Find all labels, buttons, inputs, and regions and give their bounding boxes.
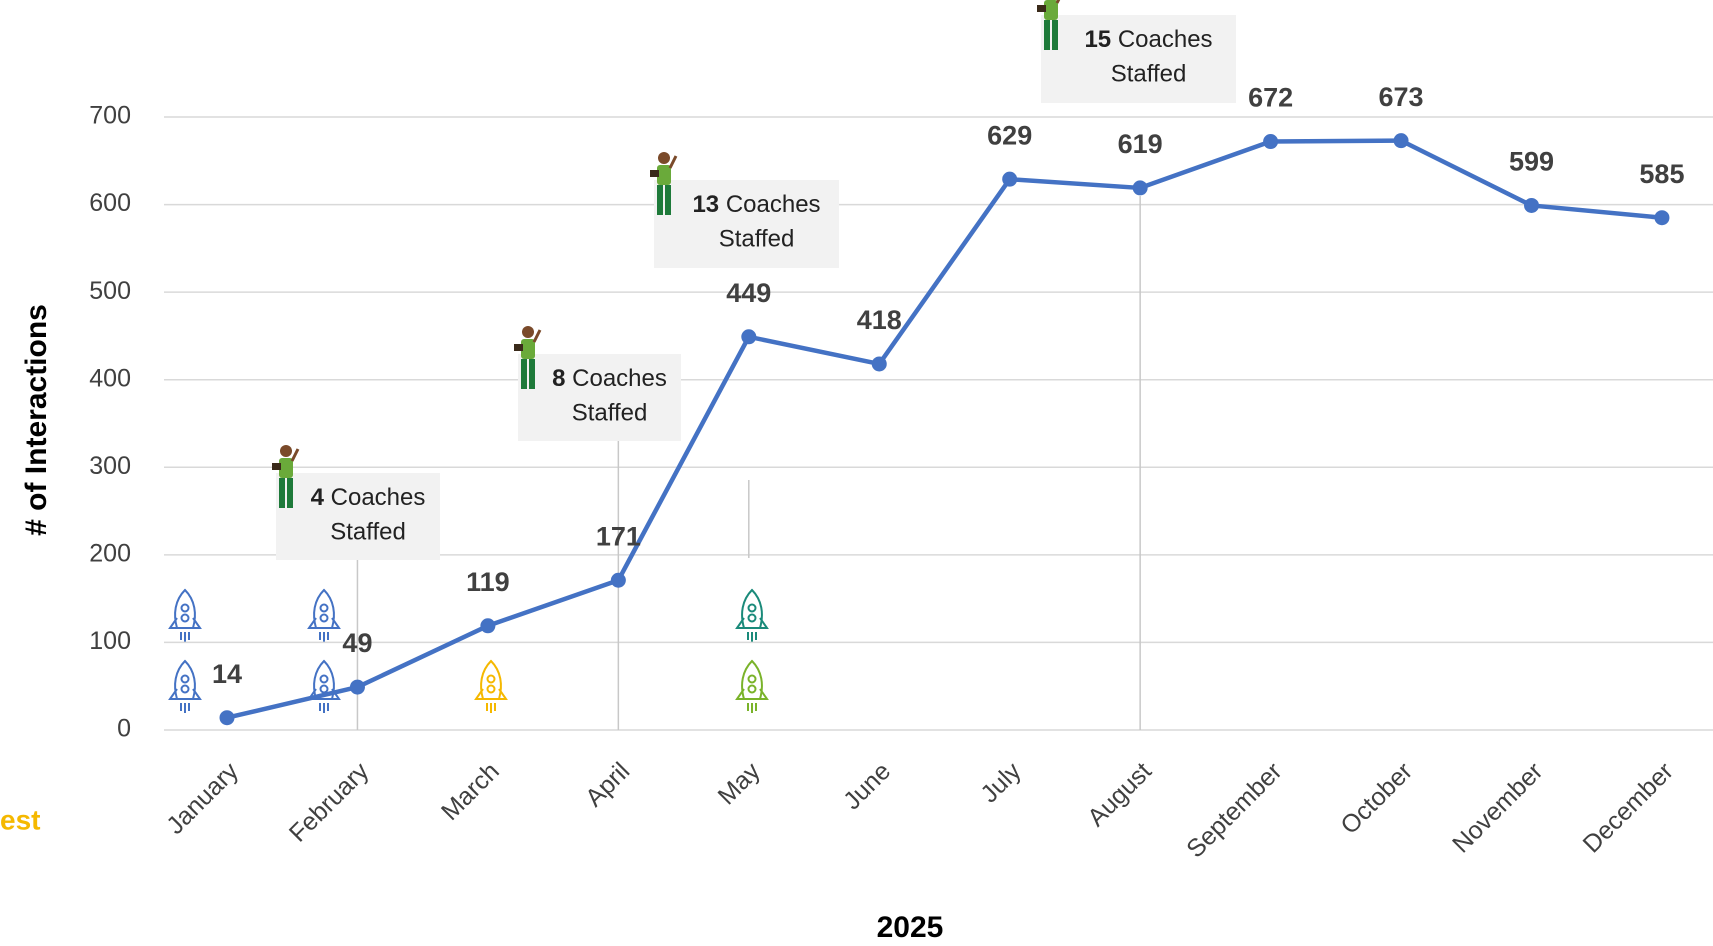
y-tick-label: 500 xyxy=(89,277,131,305)
x-tick-label: December xyxy=(1578,757,1679,858)
data-label: 49 xyxy=(342,628,372,658)
data-point xyxy=(1394,133,1409,148)
rockets xyxy=(170,590,767,713)
data-label: 418 xyxy=(857,305,902,335)
annotation-count: 8 xyxy=(552,365,565,392)
annotation-line: 8 Coaches xyxy=(552,365,667,392)
legend-fragment: est xyxy=(0,804,40,835)
annotation-text: Staffed xyxy=(1111,60,1187,87)
data-label: 619 xyxy=(1118,129,1163,159)
x-axis-title: 2025 xyxy=(877,911,944,944)
y-tick-label: 300 xyxy=(89,452,131,480)
data-point xyxy=(1263,134,1278,149)
data-label: 673 xyxy=(1379,82,1424,112)
data-label: 14 xyxy=(212,659,242,689)
y-tick-label: 600 xyxy=(89,189,131,217)
data-point xyxy=(1654,210,1669,225)
x-tick-label: April xyxy=(580,757,635,812)
data-point xyxy=(741,329,756,344)
annotation-text: Staffed xyxy=(719,225,795,252)
x-tick-label: July xyxy=(975,757,1027,809)
data-label: 599 xyxy=(1509,147,1554,177)
data-point xyxy=(480,618,495,633)
x-tick-label: September xyxy=(1181,757,1287,863)
data-point xyxy=(1002,172,1017,187)
x-tick-label: January xyxy=(161,757,244,840)
annotation-line: 15 Coaches xyxy=(1084,26,1212,53)
data-line xyxy=(227,141,1662,718)
x-tick-label: October xyxy=(1335,757,1418,840)
chart: # of Interactions 2025 est 0 100 200 300 400… xyxy=(0,0,1713,946)
annotation-text: Staffed xyxy=(330,518,406,545)
data-point xyxy=(220,710,235,725)
annotation-text: Coaches xyxy=(726,191,821,218)
annotation-line: 4 Coaches xyxy=(311,484,426,511)
annotation-count: 13 xyxy=(692,191,719,218)
annotation-text: Staffed xyxy=(572,399,648,426)
x-tick-label: June xyxy=(838,757,896,815)
data-label: 629 xyxy=(987,120,1032,150)
data-point xyxy=(1133,180,1148,195)
data-point xyxy=(872,356,887,371)
annotation-text: Coaches xyxy=(572,365,667,392)
y-tick-label: 200 xyxy=(89,539,131,567)
x-tick-label: August xyxy=(1082,757,1157,832)
x-tick-label: May xyxy=(713,757,767,811)
x-tick-label: February xyxy=(284,757,375,848)
x-tick-label: March xyxy=(436,757,505,826)
data-label: 449 xyxy=(726,278,771,308)
annotation-text: Coaches xyxy=(331,484,426,511)
data-point xyxy=(611,573,626,588)
y-tick-label: 700 xyxy=(89,102,131,130)
data-label: 119 xyxy=(466,567,510,597)
annotation-line: 13 Coaches xyxy=(692,191,820,218)
y-tick-label: 100 xyxy=(89,627,131,655)
y-tick-label: 400 xyxy=(89,364,131,392)
data-label: 672 xyxy=(1248,83,1293,113)
annotation-text: Coaches xyxy=(1118,26,1213,53)
data-point xyxy=(350,680,365,695)
annotation-count: 4 xyxy=(311,484,325,511)
y-axis-title: # of Interactions xyxy=(20,304,53,536)
data-point xyxy=(1524,198,1539,213)
data-label: 585 xyxy=(1639,159,1684,189)
data-label: 171 xyxy=(596,521,641,551)
y-tick-label: 0 xyxy=(117,715,131,743)
annotation-count: 15 xyxy=(1084,26,1111,53)
x-tick-label: November xyxy=(1447,757,1548,858)
